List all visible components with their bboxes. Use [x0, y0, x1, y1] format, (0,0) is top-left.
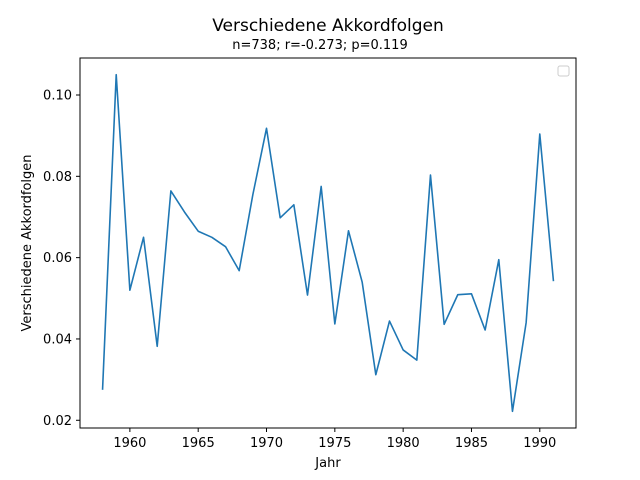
y-tick-label: 0.04: [43, 332, 72, 347]
x-tick-label: 1965: [182, 436, 215, 451]
y-tick-label: 0.02: [43, 414, 72, 429]
x-axis-label: Jahr: [314, 456, 341, 471]
x-axis: 1960 1965 1970 1975 1980 1985 1990: [113, 428, 556, 451]
x-tick-label: 1985: [455, 436, 488, 451]
series-line: [101, 73, 555, 413]
x-tick-label: 1960: [113, 436, 146, 451]
chart-title: Verschiedene Akkordfolgen: [212, 16, 444, 36]
y-tick-label: 0.06: [43, 251, 72, 266]
plot-frame: [79, 57, 577, 429]
y-axis-label: Verschiedene Akkordfolgen: [20, 154, 35, 331]
x-tick-label: 1970: [250, 436, 283, 451]
chart-subtitle: n=738; r=-0.273; p=0.119: [232, 38, 407, 53]
y-axis: 0.02 0.04 0.06 0.08 0.10: [43, 89, 80, 429]
x-tick-label: 1990: [523, 436, 556, 451]
y-tick-label: 0.08: [43, 170, 72, 185]
series-layer: [101, 73, 555, 413]
x-tick-label: 1980: [387, 436, 420, 451]
y-tick-label: 0.10: [43, 89, 72, 104]
legend-box: [557, 65, 570, 77]
x-tick-label: 1975: [318, 436, 351, 451]
